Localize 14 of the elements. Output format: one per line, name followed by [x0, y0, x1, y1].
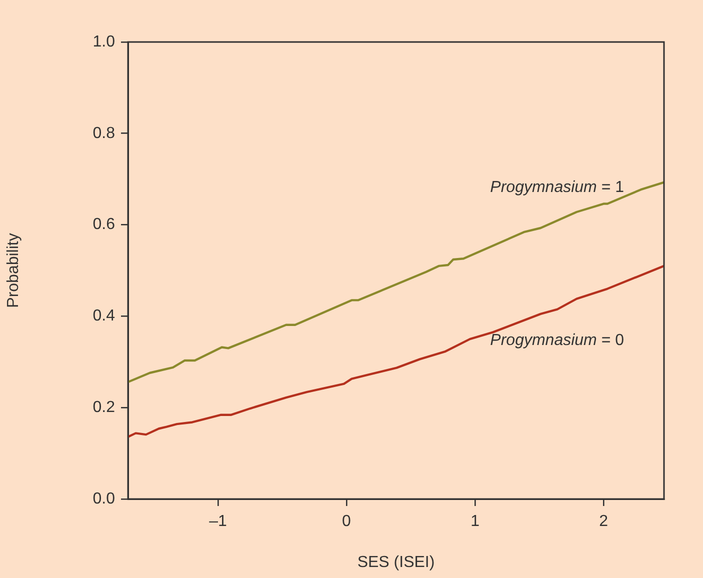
series-label: Progymnasium = 1 [490, 179, 624, 196]
x-tick-label: 2 [599, 513, 608, 530]
x-tick-label: 0 [342, 513, 352, 530]
x-tick-label: –1 [209, 513, 227, 530]
y-tick-label: 0.2 [92, 399, 116, 416]
series-label: Progymnasium = 0 [490, 332, 624, 350]
x-axis-title: SES (ISEI) [357, 554, 435, 571]
y-tick-label: 0.0 [92, 490, 116, 508]
y-tick-label: 0.6 [92, 216, 116, 234]
y-axis-title: Probability [5, 233, 22, 308]
y-tick-label: 1.0 [92, 33, 116, 50]
y-tick-label: 0.8 [92, 124, 116, 142]
x-tick-label: 1 [470, 513, 480, 530]
y-tick-label: 0.4 [92, 308, 116, 325]
